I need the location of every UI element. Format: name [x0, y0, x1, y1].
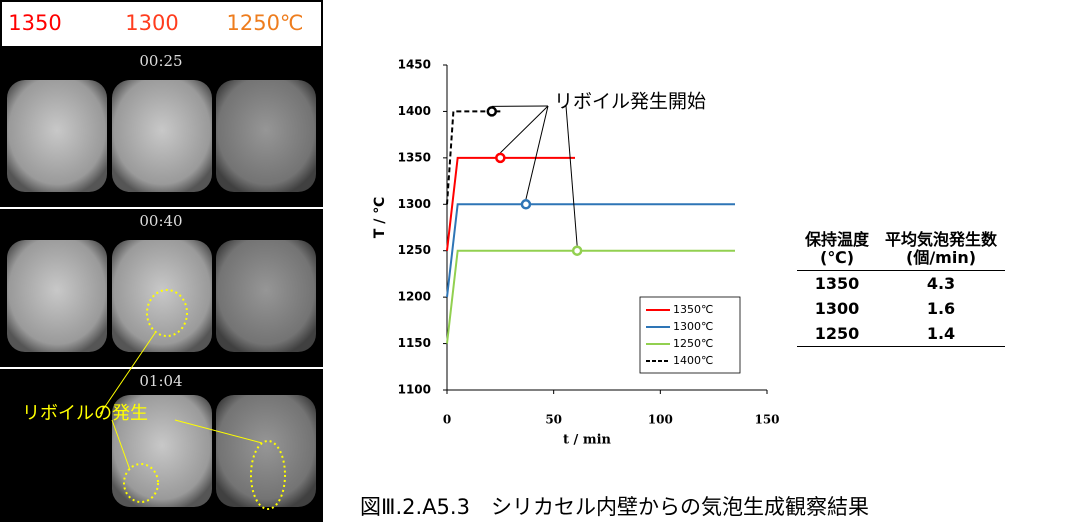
pointer	[174, 419, 263, 444]
header-cell: 平均気泡発生数 (個/min)	[877, 228, 1006, 271]
y-tick-label: 1400	[398, 104, 431, 118]
cell: 1350	[814, 274, 860, 293]
cell: 1.4	[877, 321, 1006, 347]
header-line: 平均気泡発生数	[885, 230, 998, 249]
y-tick-label: 1100	[398, 383, 431, 397]
series-line	[446, 110, 501, 205]
cell: 1300	[814, 299, 860, 318]
header-cell: 保持温度 (℃)	[797, 228, 878, 271]
data-table: 保持温度 (℃) 平均気泡発生数 (個/min) 1350 4.3 1300 1.6 1…	[797, 228, 1006, 347]
legend-label: 1300℃	[673, 320, 713, 333]
y-axis-label: T / ℃	[372, 197, 388, 238]
cell: 1.6	[926, 299, 956, 318]
annotation-pointer	[565, 105, 578, 246]
onset-marker	[520, 199, 532, 210]
annotation: リボイル発生開始	[554, 91, 706, 113]
cell-photo	[7, 240, 107, 352]
highlight	[123, 463, 159, 503]
table-row: 1350 4.3	[797, 271, 1005, 297]
cell-photo	[216, 80, 316, 192]
table-row: 1250 1.4	[797, 321, 1006, 347]
cell-photo	[7, 80, 107, 192]
onset-marker	[571, 245, 583, 256]
legend-label: 1250℃	[673, 337, 713, 350]
pointer	[99, 332, 156, 415]
highlight	[146, 289, 188, 337]
cell-photo	[216, 240, 316, 352]
cell-photo	[112, 240, 212, 352]
legend-label: 1400℃	[673, 354, 713, 367]
header-line: 保持温度	[805, 230, 870, 249]
time-label: 00:40	[139, 212, 182, 230]
header-line: (個/min)	[906, 248, 977, 267]
x-axis-label: t / min	[563, 433, 611, 448]
annotation-pointer	[499, 105, 549, 154]
y-tick-label: 1300	[398, 197, 431, 211]
cell-photo	[216, 395, 316, 507]
legend-label: 1350℃	[673, 303, 713, 316]
x-tick-label: 100	[648, 413, 673, 427]
x-tick-label: 0	[443, 413, 451, 427]
series-line	[446, 203, 735, 298]
time-label: 01:04	[139, 372, 182, 390]
time-label: 00:25	[139, 52, 182, 70]
cell-photo	[112, 80, 212, 192]
table-row: 1300 1.6	[797, 296, 1005, 321]
table-header: 保持温度 (℃) 平均気泡発生数 (個/min)	[797, 228, 1006, 271]
highlight	[250, 440, 286, 510]
y-tick-label: 1150	[398, 336, 431, 350]
x-tick-label: 50	[545, 413, 562, 427]
y-tick-label: 1350	[398, 150, 431, 164]
y-tick-label: 1450	[398, 58, 431, 72]
header-line: (℃)	[820, 248, 854, 267]
x-tick-label: 150	[754, 413, 779, 427]
onset-marker	[495, 152, 506, 164]
temperature-label: 1350	[8, 11, 61, 35]
series-line	[446, 249, 735, 344]
annotation-pointer	[525, 105, 549, 200]
photo-annotation: リボイルの発生	[22, 403, 148, 424]
cell: 4.3	[926, 274, 956, 293]
temperature-label: 1300	[125, 11, 178, 35]
photo-header	[2, 2, 321, 46]
pointer	[111, 419, 131, 471]
temperature-label: 1250℃	[226, 11, 303, 35]
y-tick-label: 1250	[398, 243, 431, 257]
cell: 1250	[797, 321, 878, 347]
caption: 図Ⅲ.2.A5.3 シリカセル内壁からの気泡生成観察結果	[360, 495, 869, 519]
y-tick-label: 1200	[398, 290, 431, 304]
onset-marker	[486, 106, 498, 117]
